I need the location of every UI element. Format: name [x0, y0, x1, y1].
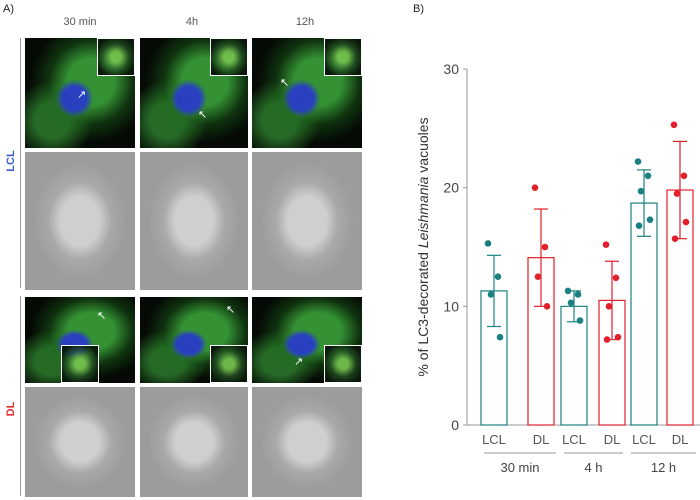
- column-label-4h: 4h: [185, 16, 199, 28]
- inset-zoom: [61, 345, 99, 383]
- data-point: [494, 273, 502, 280]
- data-point: [644, 172, 652, 180]
- arrow-icon: ↖: [97, 310, 107, 322]
- dl-4h-fluorescence-image: ↖: [140, 297, 248, 383]
- x-tick-label: DL: [533, 432, 550, 447]
- arrow-icon: ↗: [294, 356, 304, 368]
- data-point: [534, 273, 542, 280]
- panel-b-label: B): [413, 3, 424, 15]
- y-tick-label: 30: [443, 61, 459, 77]
- data-point: [635, 222, 643, 229]
- bar: [560, 305, 588, 426]
- inset-zoom: [210, 345, 248, 383]
- data-point: [680, 172, 688, 180]
- x-tick-label: LCL: [562, 432, 586, 447]
- data-point: [682, 218, 690, 226]
- data-point: [567, 299, 575, 307]
- group-label: 4 h: [584, 460, 602, 475]
- dl-12h-dic-image: [252, 387, 362, 497]
- inset-zoom: [324, 38, 362, 76]
- inset-zoom: [324, 345, 362, 383]
- row-label-lcl: LCL: [5, 150, 17, 172]
- data-point: [496, 333, 504, 341]
- row-divider-lcl: [20, 38, 21, 288]
- data-point: [671, 235, 679, 242]
- data-point: [646, 216, 654, 224]
- data-point: [564, 287, 572, 295]
- data-point: [614, 333, 622, 341]
- y-axis-label: % of LC3-decorated Leishmania vacuoles: [415, 117, 431, 376]
- data-point: [612, 274, 620, 282]
- data-point: [574, 291, 582, 298]
- dl-30min-fluorescence-image: ↖: [25, 297, 135, 383]
- data-point: [673, 190, 681, 197]
- dl-12h-fluorescence-image: ↗: [252, 297, 362, 383]
- x-tick-label: LCL: [632, 432, 656, 447]
- column-label-30min: 30 min: [63, 16, 97, 28]
- data-point: [603, 336, 611, 343]
- data-point: [605, 303, 613, 310]
- arrow-icon: ↖: [226, 304, 236, 316]
- column-label-12h: 12h: [295, 16, 315, 28]
- row-divider-dl: [20, 296, 21, 496]
- lcl-12h-fluorescence-image: ↖: [252, 38, 362, 148]
- data-point: [543, 303, 551, 310]
- data-point: [576, 317, 584, 324]
- lcl-4h-fluorescence-image: ↖: [140, 38, 248, 148]
- x-tick-label: DL: [672, 432, 689, 447]
- data-point: [487, 291, 495, 298]
- group-label: 30 min: [500, 460, 539, 475]
- group-label: 12 h: [651, 460, 676, 475]
- data-point: [637, 187, 645, 195]
- x-tick-label: DL: [604, 432, 621, 447]
- data-point: [541, 243, 549, 251]
- inset-zoom: [210, 38, 248, 76]
- y-tick-label: 20: [443, 180, 459, 196]
- x-tick-label: LCL: [482, 432, 506, 447]
- arrow-icon: ↖: [280, 77, 290, 89]
- lcl-30min-dic-image: [25, 152, 135, 290]
- arrow-icon: ↖: [198, 109, 208, 121]
- panel-a-label: A): [3, 3, 14, 15]
- dl-4h-dic-image: [140, 387, 248, 497]
- data-point: [670, 121, 678, 129]
- lcl-30min-fluorescence-image: ↗: [25, 38, 135, 148]
- data-point: [531, 184, 539, 191]
- inset-zoom: [97, 38, 135, 76]
- arrow-icon: ↗: [77, 89, 87, 101]
- dl-30min-dic-image: [25, 387, 135, 497]
- row-label-dl: DL: [5, 401, 17, 417]
- y-tick-label: 0: [451, 417, 459, 433]
- data-point: [484, 240, 492, 247]
- data-point: [602, 241, 610, 248]
- lcl-4h-dic-image: [140, 152, 248, 290]
- lcl-12h-dic-image: [252, 152, 362, 290]
- y-tick-label: 10: [443, 298, 459, 314]
- bar-chart: 0 10 20 30 % of LC3-decorated Leishmania vac…: [415, 61, 700, 475]
- data-point: [634, 158, 642, 165]
